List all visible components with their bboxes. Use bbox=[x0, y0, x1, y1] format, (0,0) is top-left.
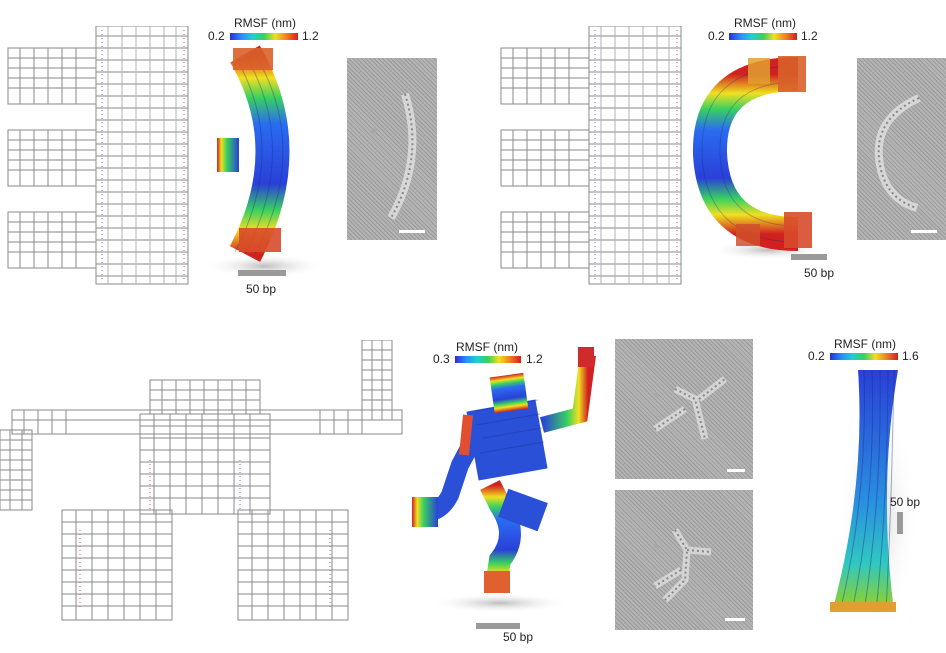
scale-label: 50 bp bbox=[890, 495, 921, 509]
colorbar-max-label: 1.2 bbox=[302, 29, 319, 43]
tem-micrograph-top bbox=[615, 339, 753, 479]
tem-scale-bar bbox=[911, 230, 937, 233]
colorbar-title: RMSF (nm) bbox=[456, 340, 518, 354]
scale-bar-helix bbox=[791, 254, 827, 260]
scale-bar-helix bbox=[897, 512, 903, 534]
origami-schematic-curved-b bbox=[500, 26, 682, 285]
md-model-twisted-bundle bbox=[830, 369, 918, 626]
tem-scale-bar bbox=[725, 618, 745, 621]
scale-bar-helix bbox=[238, 270, 286, 276]
tem-scale-bar bbox=[399, 230, 425, 233]
scale-label: 50 bp bbox=[804, 266, 835, 280]
colorbar-min-label: 0.2 bbox=[708, 29, 725, 43]
colorbar-min-label: 0.3 bbox=[433, 352, 450, 366]
colorbar-title: RMSF (nm) bbox=[734, 16, 796, 30]
scale-label: 50 bp bbox=[503, 630, 534, 644]
colorbar bbox=[230, 33, 298, 40]
tem-scale-bar bbox=[727, 469, 745, 472]
panel-top-left: RMSF (nm) 0.2 1.2 50 bp bbox=[0, 0, 473, 320]
colorbar-title: RMSF (nm) bbox=[834, 337, 896, 351]
colorbar bbox=[729, 33, 797, 40]
origami-schematic-curved-a bbox=[7, 26, 189, 285]
tem-micrograph bbox=[857, 58, 946, 240]
panel-top-right: RMSF (nm) 0.2 1.2 50 bp bbox=[473, 0, 946, 320]
md-model-curved-b bbox=[692, 56, 826, 260]
scale-bar-helix bbox=[476, 623, 520, 629]
md-model-robot bbox=[412, 347, 596, 613]
colorbar bbox=[830, 353, 898, 360]
colorbar-max-label: 1.2 bbox=[526, 352, 543, 366]
tem-micrograph-bottom bbox=[615, 490, 753, 630]
colorbar-min-label: 0.2 bbox=[208, 29, 225, 43]
colorbar-min-label: 0.2 bbox=[808, 349, 825, 363]
scale-label: 50 bp bbox=[246, 282, 277, 296]
colorbar-max-label: 1.6 bbox=[902, 349, 919, 363]
origami-schematic-robot bbox=[0, 340, 403, 621]
colorbar bbox=[455, 356, 521, 363]
md-model-curved-a bbox=[205, 45, 325, 278]
colorbar-max-label: 1.2 bbox=[801, 29, 818, 43]
tem-micrograph bbox=[347, 58, 437, 240]
colorbar-title: RMSF (nm) bbox=[234, 16, 296, 30]
